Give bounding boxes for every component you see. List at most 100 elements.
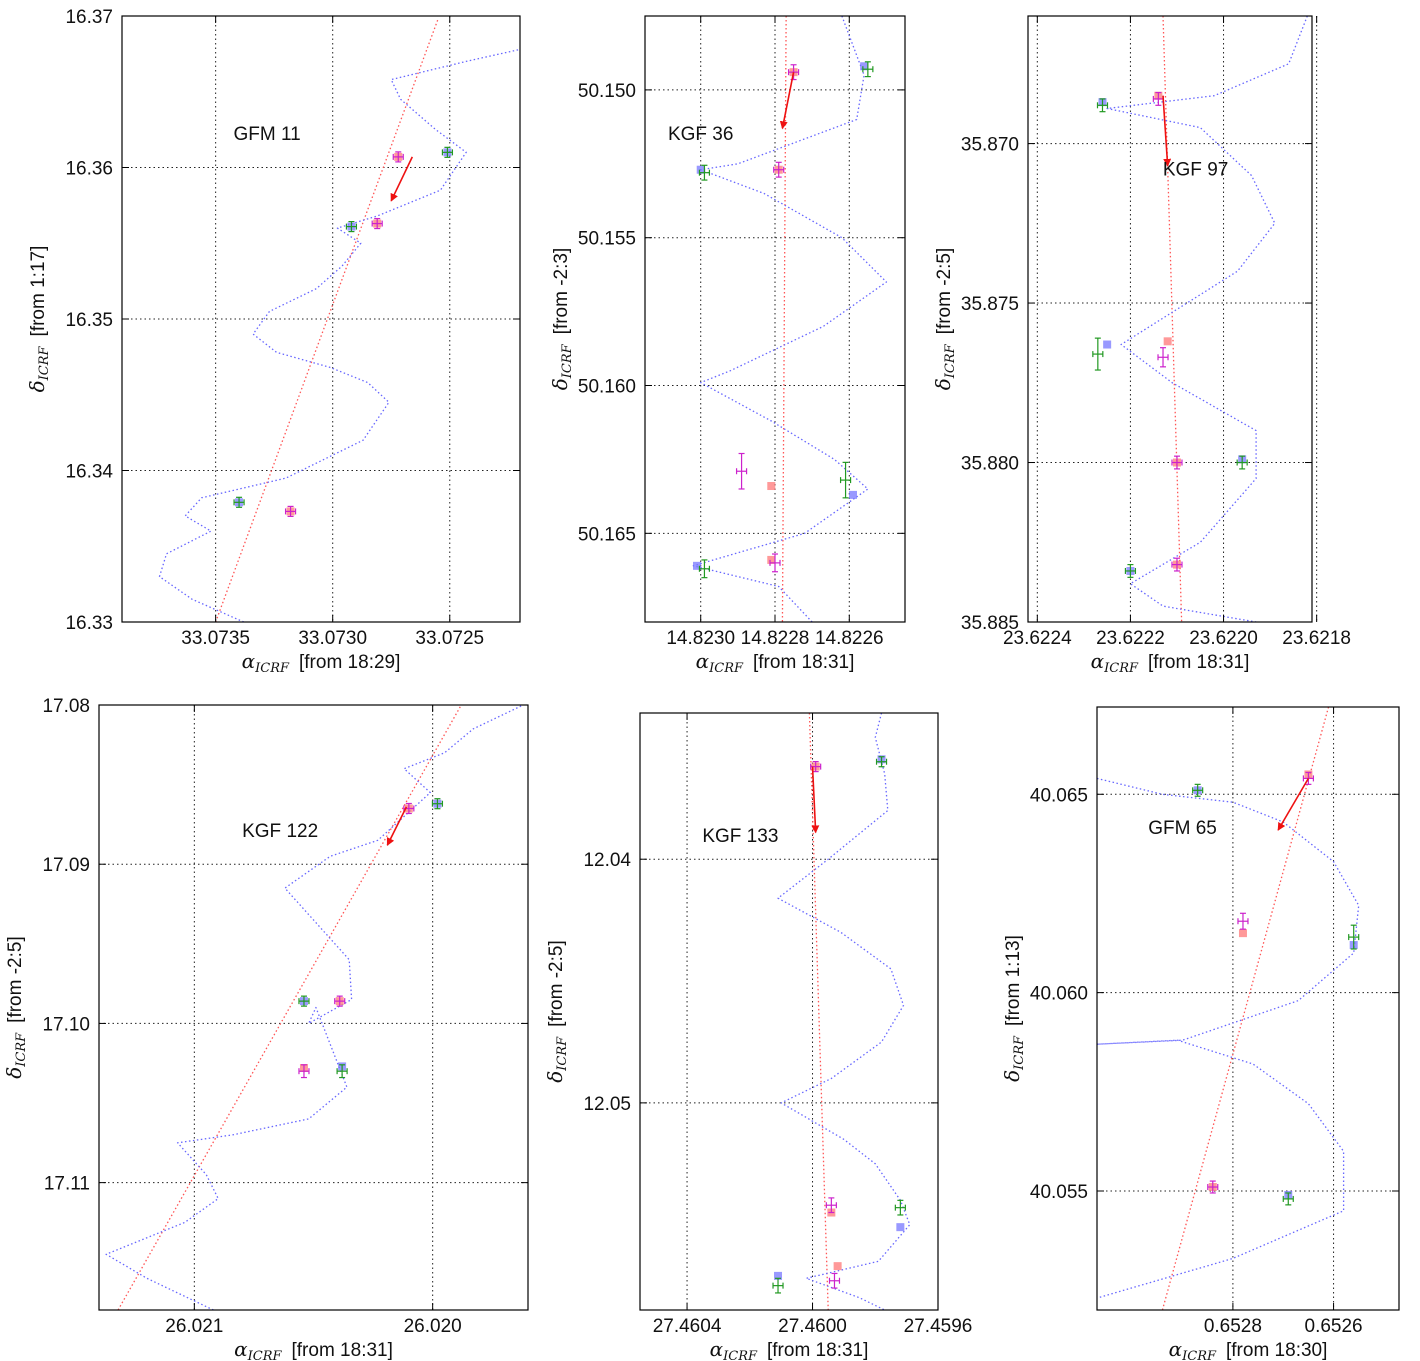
measurement-b: [431, 798, 444, 810]
measurement-a: [371, 217, 383, 230]
y-axis-subscript: ICRF: [555, 1036, 570, 1072]
y-tick-label: 35.875: [961, 294, 1019, 315]
measurement-a: [1237, 912, 1249, 930]
y-axis-subscript: ICRF: [943, 343, 958, 379]
y-axis-subscript: ICRF: [1012, 1035, 1027, 1071]
x-axis-suffix: [from 18:30]: [1226, 1340, 1327, 1361]
model-position-a: [1163, 337, 1172, 346]
parallax-model-curve: [777, 713, 911, 1310]
y-axis-subscript: ICRF: [560, 343, 575, 379]
measurement-a: [284, 505, 297, 518]
y-axis-symbol: δ: [2, 1067, 26, 1079]
measurement-a: [403, 802, 415, 815]
x-axis-subscript: ICRF: [1103, 661, 1139, 676]
measurement-b: [772, 1277, 784, 1294]
y-axis-suffix: [from -2:5]: [546, 940, 567, 1027]
measurement-a: [810, 761, 822, 773]
proper-motion-arrow: [1277, 778, 1310, 831]
measurement-b: [894, 1199, 906, 1216]
y-tick-label: 35.880: [961, 454, 1019, 475]
y-tick-label: 12.05: [583, 1094, 631, 1115]
object-label: KGF 97: [1163, 159, 1228, 180]
plot-area: [1097, 707, 1360, 1310]
x-tick-label: 27.4600: [778, 1316, 847, 1337]
measurement-b: [839, 461, 852, 499]
model-position-a: [767, 482, 776, 491]
y-tick-label: 16.35: [65, 310, 113, 331]
model-position-b: [849, 490, 857, 499]
y-axis-subscript: ICRF: [14, 1032, 29, 1068]
proper-motion-arrow: [390, 156, 414, 202]
y-tick-label: 16.34: [65, 462, 113, 483]
x-tick-label: 23.6222: [1096, 628, 1165, 649]
x-axis-suffix: [from 18:31]: [292, 1340, 393, 1361]
proper-motion-line: [1161, 707, 1330, 1310]
plot-area: [692, 16, 888, 622]
parallax-model-curve: [1097, 777, 1360, 1299]
measurement-a: [825, 1197, 837, 1214]
y-tick-label: 40.065: [1030, 785, 1088, 806]
y-tick-label: 50.150: [578, 81, 636, 102]
proper-motion-line: [117, 705, 462, 1310]
model-position-b: [1103, 340, 1112, 349]
y-axis-suffix: [from -2:5]: [5, 936, 26, 1023]
measurement-a: [298, 1064, 310, 1079]
x-tick-label: 23.6220: [1189, 628, 1258, 649]
chart-panel-gfm-11: 33.0735 33.0730 33.0725 16.33 16.34 16.35 16.3…: [25, 7, 521, 676]
y-tick-label: 40.060: [1030, 984, 1088, 1005]
measurement-b: [1096, 98, 1109, 113]
object-label: GFM 11: [234, 124, 301, 145]
x-axis-subscript: ICRF: [247, 1349, 283, 1361]
y-axis-suffix: [from -2:5]: [934, 248, 955, 335]
parallax-model-curve: [105, 705, 524, 1310]
measurement-b: [1348, 924, 1360, 950]
y-axis-title: δICRF [from -2:5]: [543, 940, 570, 1083]
measurement-b: [233, 496, 245, 508]
x-tick-label: 23.6218: [1282, 628, 1351, 649]
y-tick-label: 16.37: [65, 7, 113, 28]
x-tick-label: 33.0725: [415, 628, 484, 649]
x-tick-label: 27.4596: [904, 1316, 973, 1337]
x-tick-label: 14.8226: [815, 628, 884, 649]
measurement-a: [1207, 1180, 1219, 1194]
plot-area: [1092, 16, 1308, 622]
x-axis-symbol: α: [242, 649, 256, 673]
measurement-a: [1171, 455, 1183, 470]
x-axis-suffix: [from 18:29]: [299, 652, 400, 673]
model-position-b: [693, 561, 701, 570]
chart-panel-kgf-36: 14.8230 14.8228 14.8226 50.150 50.155 50.160 5…: [548, 15, 906, 676]
model-position-b: [774, 1271, 783, 1280]
plot-frame: [1096, 706, 1400, 1311]
y-axis-title: δICRF [from -2:5]: [931, 248, 958, 391]
measurement-b: [298, 995, 310, 1007]
y-axis-symbol: δ: [1000, 1070, 1024, 1082]
x-tick-label: 0.6526: [1305, 1316, 1363, 1337]
y-tick-label: 16.36: [65, 159, 113, 180]
x-axis-title: αICRF [from 18:31]: [1091, 649, 1250, 676]
proper-motion-arrow: [386, 806, 408, 847]
parallax-model-curve: [1106, 16, 1308, 622]
x-axis-symbol: α: [710, 1337, 724, 1361]
y-tick-label: 16.33: [65, 613, 113, 634]
plot-frame: [1027, 15, 1313, 623]
x-axis-title: αICRF [from 18:31]: [696, 649, 855, 676]
parallax-model-curve: [158, 48, 520, 622]
y-axis-symbol: δ: [548, 378, 572, 390]
measurement-a: [828, 1272, 841, 1289]
proper-motion-line: [781, 16, 787, 622]
model-position-b: [896, 1223, 905, 1232]
x-axis-title: αICRF [from 18:31]: [234, 1337, 393, 1361]
y-tick-label: 17.08: [42, 696, 90, 717]
x-tick-label: 33.0730: [298, 628, 367, 649]
measurement-b: [1124, 563, 1137, 578]
y-tick-label: 35.885: [961, 613, 1019, 634]
y-axis-subscript: ICRF: [37, 345, 52, 381]
measurement-a: [773, 161, 785, 178]
object-label: KGF 133: [702, 826, 778, 847]
model-position-a: [1238, 929, 1247, 938]
y-axis-symbol: δ: [25, 380, 49, 392]
y-tick-label: 12.04: [583, 850, 631, 871]
object-label: KGF 122: [242, 821, 318, 842]
